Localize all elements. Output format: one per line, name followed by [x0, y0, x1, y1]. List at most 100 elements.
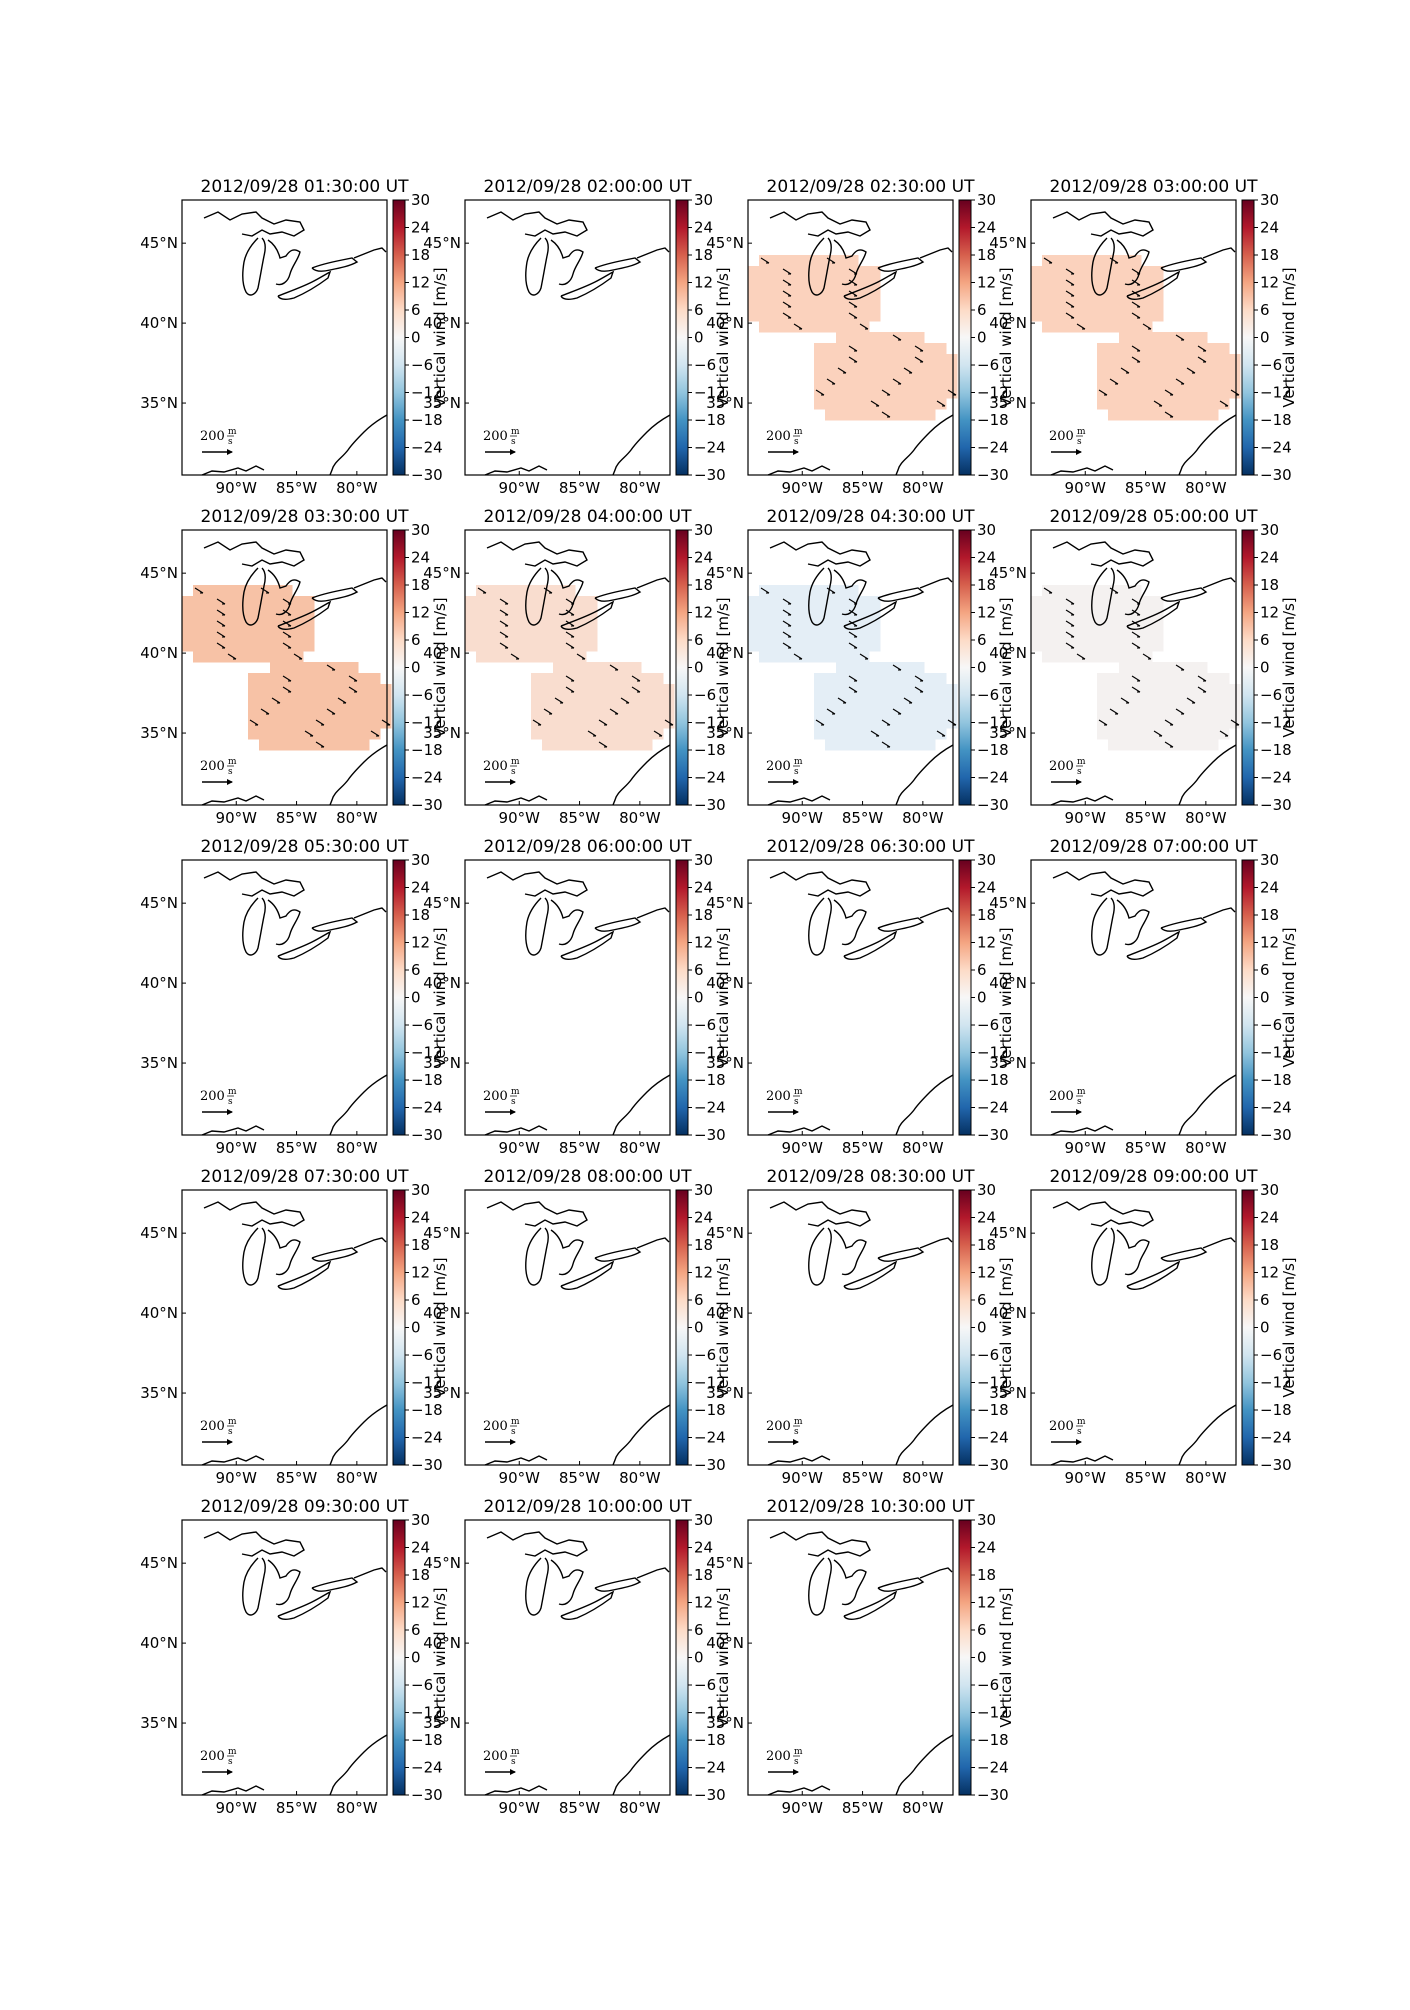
panel-title: 2012/09/28 07:00:00 UT	[1050, 837, 1259, 857]
colorbar-gradient	[392, 859, 406, 1136]
scale-arrow-legend: 200 ms	[483, 1747, 520, 1775]
wind-cell	[270, 585, 282, 597]
wind-cell	[869, 629, 881, 641]
wind-cell	[1207, 365, 1219, 377]
wind-cell	[869, 376, 881, 388]
wind-cell	[913, 365, 925, 377]
wind-cell	[825, 717, 837, 729]
scale-unit-den: s	[228, 1757, 233, 1767]
lon-tick-label: 85°W	[276, 1139, 318, 1157]
wind-cell	[1031, 640, 1043, 652]
wind-vector	[815, 389, 825, 396]
wind-cell	[1185, 409, 1197, 421]
wind-cell	[1163, 706, 1175, 718]
coastline	[486, 1531, 588, 1557]
scale-value: 200	[1049, 1419, 1074, 1434]
wind-cell	[325, 684, 337, 696]
wind-cell	[814, 684, 826, 696]
wind-cell	[1097, 629, 1109, 641]
lon-tick-label: 80°W	[902, 1799, 944, 1817]
colorbar-tick-label: −24	[694, 1099, 726, 1117]
lon-tick-label: 90°W	[499, 809, 541, 827]
colorbar-tick-label: −6	[1260, 1016, 1282, 1034]
coastline	[833, 239, 867, 286]
scale-arrow-legend: 200 ms	[766, 757, 803, 785]
wind-cell	[465, 618, 477, 630]
wind-cell	[575, 728, 587, 740]
wind-cell	[1185, 376, 1197, 388]
wind-cell	[542, 640, 554, 652]
lat-tick-label: 40°N	[706, 974, 744, 992]
colorbar-label: Vertical wind [m/s]	[1280, 927, 1298, 1067]
wind-cell	[487, 651, 499, 663]
lat-tick-label: 40°N	[706, 1634, 744, 1652]
wind-cell	[641, 695, 653, 707]
wind-cell	[575, 596, 587, 608]
wind-vector	[1131, 609, 1141, 616]
wind-cell	[1130, 398, 1142, 410]
wind-cell	[1185, 673, 1197, 685]
coastline	[267, 899, 301, 946]
coastline	[919, 577, 953, 589]
wind-cell	[553, 618, 565, 630]
wind-vector	[947, 389, 957, 396]
coastline	[769, 541, 871, 567]
wind-cell	[847, 706, 859, 718]
colorbar-tick-label: 12	[1260, 1264, 1279, 1282]
lon-tick-label: 85°W	[559, 809, 601, 827]
lat-tick-label: 40°N	[423, 974, 461, 992]
wind-vector	[499, 631, 509, 638]
coastline	[919, 1567, 953, 1579]
wind-cell	[1141, 618, 1153, 630]
wind-cell	[1108, 728, 1120, 740]
wind-cell	[759, 629, 771, 641]
wind-cell	[1218, 673, 1230, 685]
coastline	[1126, 600, 1181, 631]
wind-cell	[487, 618, 499, 630]
wind-cell	[608, 739, 620, 751]
wind-cell	[1119, 662, 1131, 674]
wind-cell	[858, 728, 870, 740]
colorbar-tick-label: −18	[977, 1071, 1009, 1089]
coastline	[550, 899, 584, 946]
wind-cell	[924, 695, 936, 707]
scale-arrow-legend: 200 ms	[766, 427, 803, 455]
wind-cell	[869, 277, 881, 289]
wind-cell	[880, 376, 892, 388]
coastline	[1202, 577, 1236, 589]
wind-cell	[1053, 640, 1065, 652]
lat-tick-label: 45°N	[989, 564, 1027, 582]
colorbar-tick-label: −6	[1260, 686, 1282, 704]
wind-cell	[553, 607, 565, 619]
colorbar-tick-label: 24	[694, 219, 713, 237]
wind-vector	[1131, 631, 1141, 638]
colorbar-tick-label: −18	[977, 411, 1009, 429]
wind-cell	[836, 651, 848, 663]
wind-cell	[597, 695, 609, 707]
colorbar-tick-label: 18	[411, 906, 430, 924]
wind-cell	[641, 717, 653, 729]
coastline	[329, 744, 388, 806]
colorbar-tick-label: 24	[977, 1539, 996, 1557]
colorbar-gradient	[958, 1189, 972, 1466]
colorbar-tick-label: −6	[977, 1676, 999, 1694]
coastline	[277, 270, 332, 301]
wind-cell	[1141, 387, 1153, 399]
wind-cell	[1141, 288, 1153, 300]
scale-value: 200	[766, 1749, 791, 1764]
lat-tick-label: 45°N	[140, 1554, 178, 1572]
wind-cell	[259, 651, 271, 663]
scale-arrow-legend: 200 ms	[483, 1417, 520, 1445]
coastline	[524, 567, 550, 626]
wind-cell	[476, 618, 488, 630]
wind-vector	[609, 664, 619, 671]
wind-cell	[792, 288, 804, 300]
wind-cell	[1097, 266, 1109, 278]
coastline	[484, 465, 548, 476]
wind-vector	[1230, 719, 1240, 726]
vertical-wind-field	[182, 585, 392, 751]
